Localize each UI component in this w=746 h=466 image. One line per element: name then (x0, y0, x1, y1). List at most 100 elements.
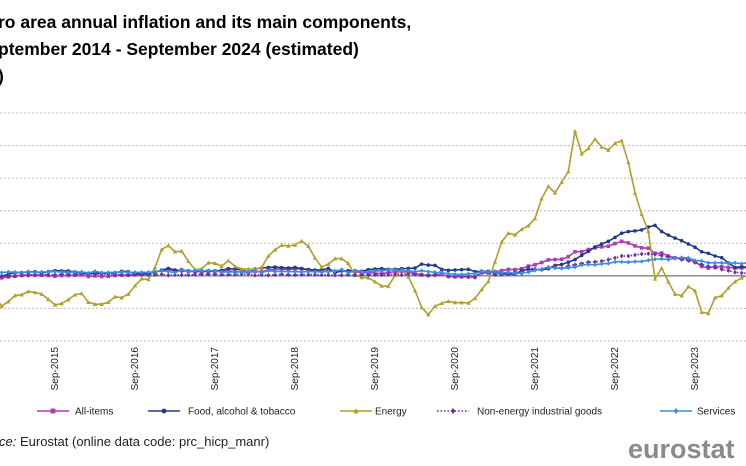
marker (406, 271, 411, 277)
marker (486, 279, 491, 284)
marker (386, 267, 391, 273)
marker (239, 266, 244, 271)
marker (313, 272, 317, 277)
marker (46, 269, 51, 275)
marker (426, 312, 431, 317)
marker (579, 253, 584, 258)
marker (573, 264, 577, 270)
marker (79, 291, 84, 296)
marker (53, 269, 57, 275)
x-tick-label: Sep-2021 (530, 347, 541, 391)
marker (112, 294, 118, 299)
marker (653, 223, 657, 228)
marker (273, 272, 277, 278)
marker (472, 296, 478, 301)
marker (533, 262, 537, 267)
marker (206, 271, 211, 277)
series-line (0, 224, 746, 277)
marker (33, 269, 37, 275)
marker (466, 271, 471, 277)
marker (439, 300, 444, 306)
marker (19, 270, 24, 275)
marker (413, 266, 417, 270)
marker (279, 242, 284, 248)
marker (273, 269, 277, 275)
marker (719, 266, 724, 272)
marker (459, 267, 464, 272)
marker (739, 270, 744, 276)
marker (586, 146, 591, 151)
marker (599, 144, 604, 149)
marker (26, 273, 31, 278)
marker (559, 262, 564, 267)
marker (133, 272, 137, 278)
marker (619, 138, 624, 143)
marker (219, 269, 224, 275)
marker (413, 269, 417, 275)
marker (453, 271, 457, 277)
marker (679, 238, 684, 243)
marker (726, 260, 731, 266)
marker (646, 228, 651, 234)
marker (292, 242, 298, 247)
marker (686, 258, 691, 263)
marker (119, 272, 124, 277)
marker (526, 269, 531, 275)
marker (179, 267, 184, 273)
marker (172, 249, 178, 254)
marker (426, 263, 431, 267)
marker (473, 271, 477, 276)
marker (446, 268, 451, 273)
marker (213, 268, 217, 274)
marker (253, 268, 257, 274)
marker (433, 269, 437, 275)
marker (166, 272, 171, 278)
marker (699, 249, 704, 254)
marker (326, 268, 331, 274)
marker (619, 253, 624, 259)
marker (326, 261, 331, 266)
marker (739, 264, 744, 269)
marker (552, 190, 558, 195)
marker (286, 266, 291, 270)
marker (566, 265, 571, 271)
x-tick-label: Sep-2017 (210, 347, 221, 391)
marker (626, 229, 631, 234)
x-tick-label: Sep-2020 (450, 347, 461, 391)
marker (726, 268, 731, 274)
marker (559, 179, 564, 184)
marker (0, 270, 4, 275)
marker (333, 272, 337, 278)
marker (572, 128, 578, 134)
marker (639, 211, 644, 217)
marker (286, 269, 291, 275)
marker (733, 260, 737, 266)
marker (372, 279, 378, 284)
marker (386, 283, 391, 289)
marker (659, 265, 664, 270)
marker (673, 408, 679, 414)
marker (272, 247, 278, 252)
marker (666, 279, 671, 284)
marker (539, 266, 544, 272)
marker (119, 269, 124, 275)
marker (613, 241, 617, 246)
marker (679, 255, 684, 261)
marker (333, 268, 337, 274)
marker (612, 140, 618, 146)
marker (626, 259, 631, 265)
marker (606, 261, 611, 266)
marker (326, 266, 331, 271)
marker (566, 254, 571, 259)
marker (306, 243, 311, 249)
marker (713, 254, 717, 258)
marker (559, 265, 564, 271)
marker (499, 239, 504, 244)
marker (226, 266, 231, 271)
marker (519, 226, 524, 232)
marker (599, 258, 604, 264)
marker (546, 264, 551, 270)
marker (593, 262, 597, 268)
marker (419, 262, 424, 266)
marker (312, 255, 318, 260)
